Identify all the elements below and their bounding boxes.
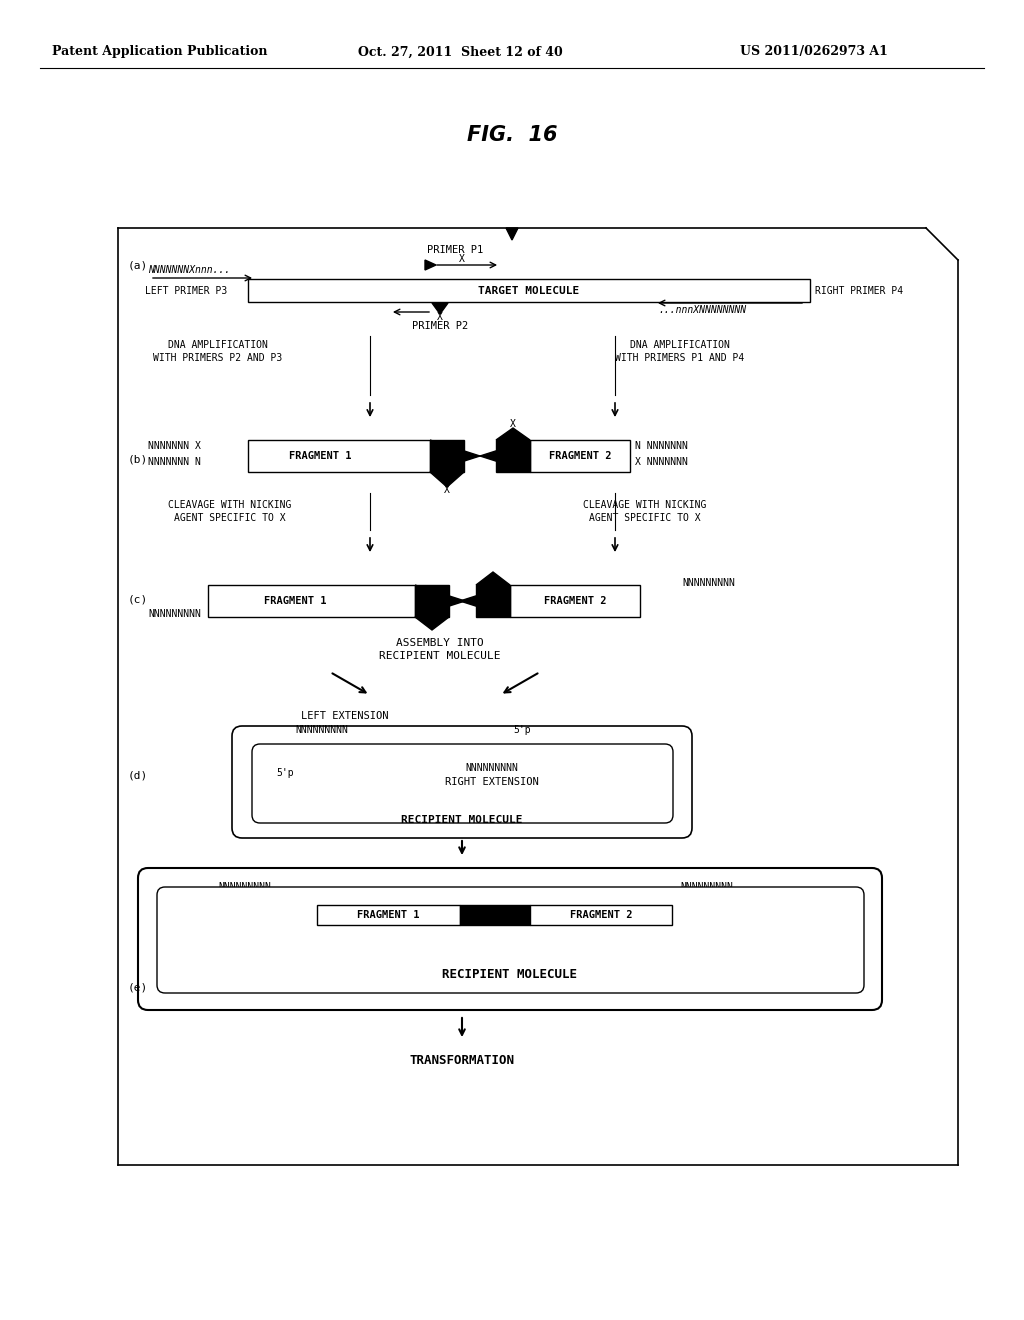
- Text: RIGHT PRIMER P4: RIGHT PRIMER P4: [815, 286, 903, 296]
- Text: TRANSFORMATION: TRANSFORMATION: [410, 1053, 514, 1067]
- Text: (c): (c): [128, 595, 148, 605]
- Polygon shape: [415, 616, 449, 630]
- Polygon shape: [496, 440, 530, 473]
- Text: LEFT EXTENSION: LEFT EXTENSION: [301, 711, 389, 721]
- Text: 5'p: 5'p: [276, 768, 294, 777]
- Text: CLEAVAGE WITH NICKING: CLEAVAGE WITH NICKING: [168, 500, 292, 510]
- Text: FRAGMENT 2: FRAGMENT 2: [549, 451, 611, 461]
- Text: X: X: [510, 418, 516, 429]
- Polygon shape: [430, 473, 464, 487]
- Text: CLEAVAGE WITH NICKING: CLEAVAGE WITH NICKING: [584, 500, 707, 510]
- Text: US 2011/0262973 A1: US 2011/0262973 A1: [740, 45, 888, 58]
- Polygon shape: [460, 585, 510, 601]
- Polygon shape: [430, 440, 464, 473]
- Text: NNNNNNNNN: NNNNNNNNN: [680, 895, 733, 906]
- Text: NNNNNNNNN: NNNNNNNNN: [218, 882, 271, 892]
- Text: ASSEMBLY INTO: ASSEMBLY INTO: [396, 638, 484, 648]
- Text: FRAGMENT 1: FRAGMENT 1: [289, 451, 351, 461]
- Text: DNA AMPLIFICATION: DNA AMPLIFICATION: [168, 341, 268, 350]
- Text: NNNNNNNNN: NNNNNNNNN: [148, 609, 201, 619]
- Text: AGENT SPECIFIC TO X: AGENT SPECIFIC TO X: [174, 513, 286, 523]
- FancyBboxPatch shape: [157, 887, 864, 993]
- Polygon shape: [476, 585, 510, 616]
- Polygon shape: [430, 440, 480, 455]
- Text: ...nnnXNNNNNNNN: ...nnnXNNNNNNNN: [658, 305, 746, 315]
- Text: RECIPIENT MOLECULE: RECIPIENT MOLECULE: [379, 651, 501, 661]
- FancyBboxPatch shape: [232, 726, 692, 838]
- Text: NNNNNNNNN: NNNNNNNNN: [680, 882, 733, 892]
- Text: NNNNNNN N: NNNNNNN N: [148, 457, 201, 467]
- Text: X: X: [459, 253, 465, 264]
- Bar: [530, 906, 672, 925]
- Text: (e): (e): [128, 983, 148, 993]
- Text: RECIPIENT MOLECULE: RECIPIENT MOLECULE: [442, 969, 578, 982]
- Text: TARGET MOLECULE: TARGET MOLECULE: [478, 285, 580, 296]
- Polygon shape: [415, 601, 465, 616]
- Bar: [530, 440, 630, 473]
- Text: FRAGMENT 1: FRAGMENT 1: [357, 909, 420, 920]
- Text: NNNNNNNNN: NNNNNNNNN: [296, 725, 348, 735]
- Polygon shape: [460, 601, 510, 616]
- Text: NNNNNNNNN: NNNNNNNNN: [682, 578, 735, 587]
- Text: PRIMER P2: PRIMER P2: [412, 321, 468, 331]
- Text: FRAGMENT 2: FRAGMENT 2: [544, 597, 606, 606]
- Text: X NNNNNNN: X NNNNNNN: [635, 457, 688, 467]
- Text: WITH PRIMERS P2 AND P3: WITH PRIMERS P2 AND P3: [154, 352, 283, 363]
- Text: RECIPIENT MOLECULE: RECIPIENT MOLECULE: [401, 814, 522, 825]
- Polygon shape: [415, 585, 465, 601]
- Polygon shape: [460, 906, 530, 925]
- Bar: [248, 279, 810, 302]
- Text: Patent Application Publication: Patent Application Publication: [52, 45, 267, 58]
- Text: X: X: [444, 484, 450, 495]
- Text: 5'p: 5'p: [513, 725, 530, 735]
- Text: FRAGMENT 2: FRAGMENT 2: [569, 909, 632, 920]
- FancyBboxPatch shape: [138, 869, 882, 1010]
- Text: WITH PRIMERS P1 AND P4: WITH PRIMERS P1 AND P4: [615, 352, 744, 363]
- Polygon shape: [506, 228, 518, 240]
- Text: PRIMER P1: PRIMER P1: [427, 246, 483, 255]
- Bar: [317, 906, 460, 925]
- FancyBboxPatch shape: [252, 744, 673, 822]
- Text: NNNNNNNNN: NNNNNNNNN: [466, 763, 518, 774]
- Text: AGENT SPECIFIC TO X: AGENT SPECIFIC TO X: [589, 513, 700, 523]
- Polygon shape: [430, 455, 480, 473]
- Polygon shape: [476, 572, 510, 585]
- Text: NNNNNNNXnnn...: NNNNNNNXnnn...: [148, 265, 230, 275]
- Polygon shape: [480, 455, 530, 473]
- Text: RIGHT EXTENSION: RIGHT EXTENSION: [445, 777, 539, 787]
- Text: (d): (d): [128, 770, 148, 780]
- Text: FRAGMENT 1: FRAGMENT 1: [264, 597, 327, 606]
- Text: X: X: [437, 312, 443, 322]
- Polygon shape: [480, 440, 530, 455]
- Bar: [510, 585, 640, 616]
- Bar: [248, 440, 430, 473]
- Text: (a): (a): [128, 260, 148, 271]
- Text: Oct. 27, 2011  Sheet 12 of 40: Oct. 27, 2011 Sheet 12 of 40: [358, 45, 563, 58]
- Polygon shape: [496, 428, 530, 440]
- Polygon shape: [432, 304, 449, 314]
- Text: NNNNNNN X: NNNNNNN X: [148, 441, 201, 451]
- Polygon shape: [425, 260, 436, 271]
- Polygon shape: [415, 585, 449, 616]
- Text: DNA AMPLIFICATION: DNA AMPLIFICATION: [630, 341, 730, 350]
- Text: (b): (b): [128, 455, 148, 465]
- Text: N NNNNNNN: N NNNNNNN: [635, 441, 688, 451]
- Text: LEFT PRIMER P3: LEFT PRIMER P3: [145, 286, 227, 296]
- Text: NNNNNNNNN: NNNNNNNNN: [218, 895, 271, 906]
- Bar: [208, 585, 415, 616]
- Text: FIG.  16: FIG. 16: [467, 125, 557, 145]
